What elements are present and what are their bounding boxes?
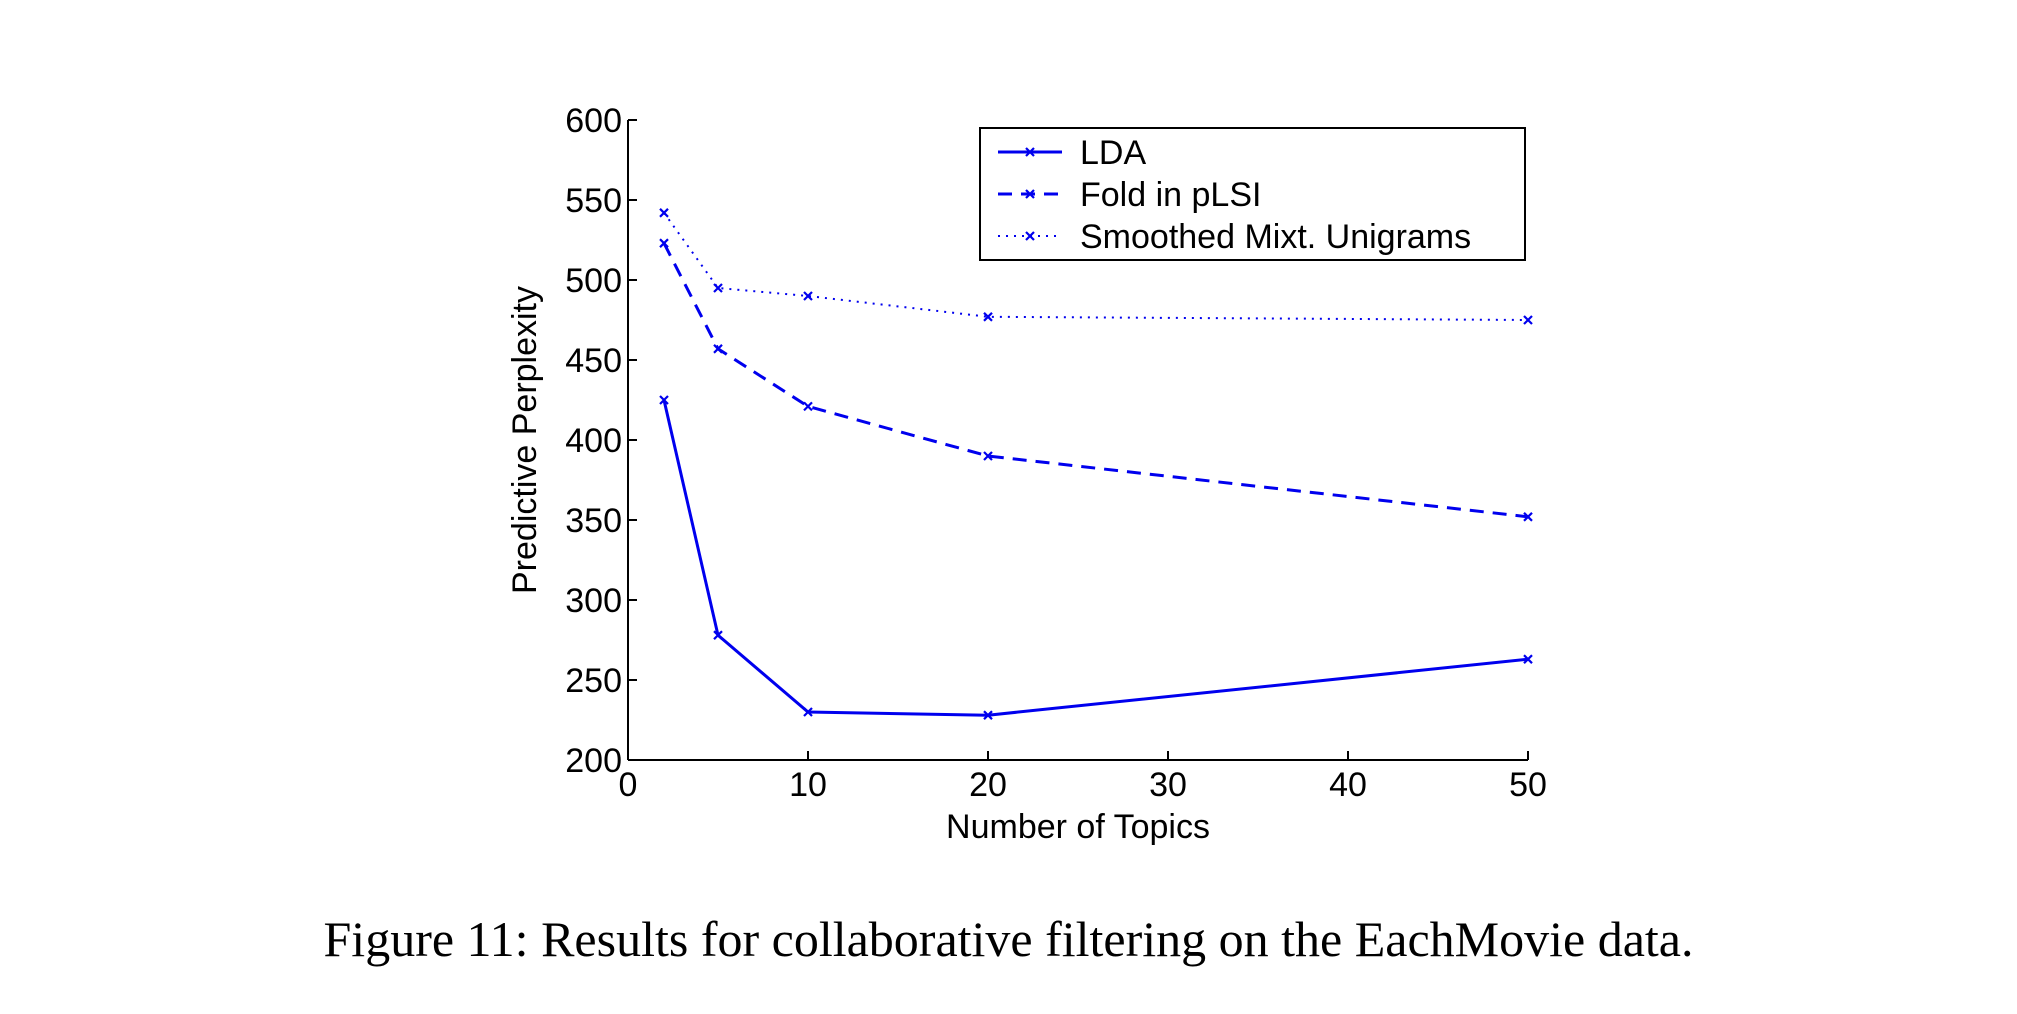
y-tick-label: 400 — [565, 422, 622, 460]
y-tick-label: 200 — [565, 742, 622, 780]
data-point — [713, 630, 723, 640]
data-point — [659, 238, 669, 248]
data-point — [803, 401, 813, 412]
data-point — [803, 707, 813, 717]
y-tick-label: 300 — [565, 582, 622, 620]
x-axis-label: Number of Topics — [946, 808, 1210, 846]
series-2 — [659, 208, 1533, 325]
y-axis-label: Predictive Perplexity — [506, 286, 544, 594]
series-1 — [659, 238, 1533, 522]
y-tick-label: 500 — [565, 262, 622, 300]
x-tick-label: 30 — [1149, 766, 1187, 804]
x-tick-label: 10 — [789, 766, 827, 804]
legend: LDA Fold in pLSI Smoothed Mixt. Unigrams — [979, 127, 1526, 261]
x-tick-label: 20 — [969, 766, 1007, 804]
data-point — [659, 208, 669, 218]
x-tick-label: 50 — [1509, 766, 1547, 804]
data-point — [713, 344, 723, 354]
legend-entry: Fold in pLSI — [998, 176, 1261, 214]
x-tick-label: 40 — [1329, 766, 1367, 804]
series-group — [659, 208, 1533, 720]
y-tick-label: 250 — [565, 662, 622, 700]
legend-marker — [1025, 189, 1035, 199]
data-point — [659, 395, 669, 405]
data-point — [1523, 654, 1533, 664]
legend-marker — [1025, 147, 1035, 157]
y-tick-label: 600 — [565, 102, 622, 140]
y-tick-label: 450 — [565, 342, 622, 380]
data-point — [1523, 512, 1533, 522]
series-line — [663, 212, 1529, 321]
legend-entry: Smoothed Mixt. Unigrams — [998, 218, 1471, 256]
data-point — [1523, 315, 1533, 325]
data-point — [983, 710, 993, 720]
legend-marker — [1025, 231, 1035, 241]
y-tick-label: 550 — [565, 182, 622, 220]
figure-caption: Figure 11: Results for collaborative fil… — [323, 911, 1694, 967]
series-line — [662, 399, 1529, 717]
series-0 — [659, 395, 1533, 720]
legend-label: LDA — [1080, 134, 1146, 172]
y-axis-ticks: 200 250 300 350 400 450 500 550 600 — [565, 102, 637, 780]
x-axis-ticks: 0 10 20 30 40 50 — [619, 751, 1547, 804]
data-point — [713, 283, 723, 293]
data-point — [803, 291, 813, 301]
series-line — [662, 242, 1529, 519]
legend-box — [979, 127, 1526, 261]
legend-entry: LDA — [998, 134, 1146, 172]
legend-label: Smoothed Mixt. Unigrams — [1080, 218, 1471, 256]
legend-label: Fold in pLSI — [1080, 176, 1261, 214]
data-point — [983, 312, 993, 322]
data-point — [983, 451, 993, 461]
x-tick-label: 0 — [619, 766, 638, 804]
y-tick-label: 350 — [565, 502, 622, 540]
